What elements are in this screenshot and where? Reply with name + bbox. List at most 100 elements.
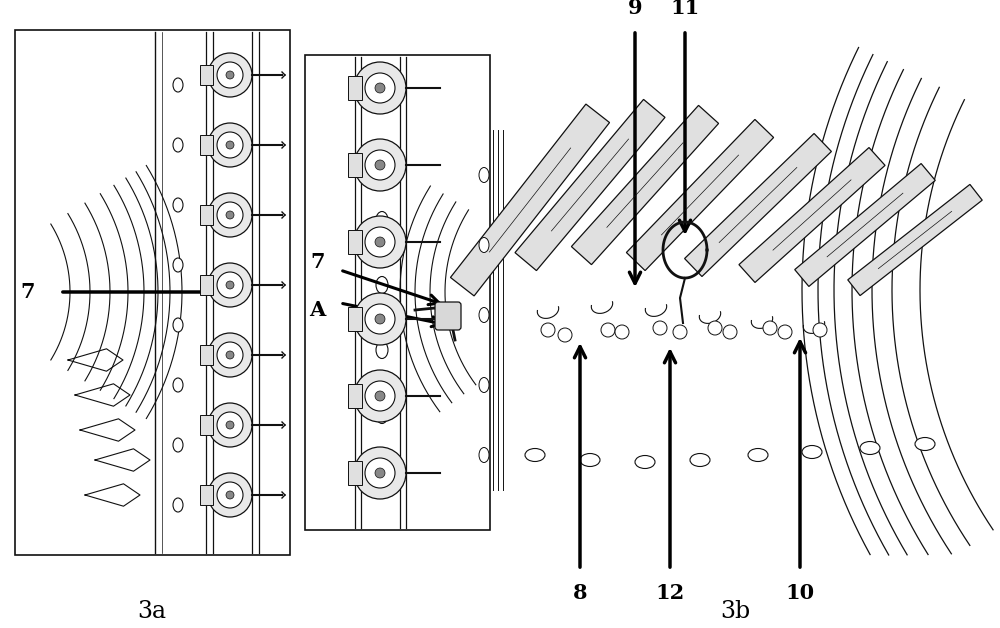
Ellipse shape	[860, 441, 880, 455]
FancyBboxPatch shape	[200, 65, 213, 85]
Polygon shape	[795, 163, 935, 286]
Circle shape	[217, 132, 243, 158]
FancyBboxPatch shape	[305, 55, 490, 530]
FancyBboxPatch shape	[348, 153, 362, 177]
Circle shape	[226, 141, 234, 149]
Circle shape	[354, 62, 406, 114]
Ellipse shape	[376, 146, 388, 163]
Circle shape	[375, 391, 385, 401]
Ellipse shape	[479, 377, 489, 392]
Circle shape	[763, 321, 777, 335]
Ellipse shape	[479, 168, 489, 183]
Ellipse shape	[376, 342, 388, 359]
Ellipse shape	[376, 212, 388, 229]
Polygon shape	[739, 148, 885, 283]
Text: 11: 11	[670, 0, 700, 18]
Circle shape	[217, 202, 243, 228]
Polygon shape	[571, 106, 719, 264]
Circle shape	[226, 421, 234, 429]
Ellipse shape	[173, 318, 183, 332]
Text: 8: 8	[573, 583, 587, 603]
Ellipse shape	[173, 438, 183, 452]
Circle shape	[354, 216, 406, 268]
Ellipse shape	[915, 438, 935, 450]
FancyBboxPatch shape	[200, 485, 213, 505]
FancyBboxPatch shape	[348, 76, 362, 100]
Circle shape	[375, 160, 385, 170]
Circle shape	[208, 123, 252, 167]
Circle shape	[375, 314, 385, 324]
Circle shape	[217, 272, 243, 298]
Circle shape	[208, 333, 252, 377]
FancyBboxPatch shape	[200, 345, 213, 365]
Circle shape	[354, 370, 406, 422]
Text: 3a: 3a	[138, 600, 166, 623]
Circle shape	[541, 323, 555, 337]
Circle shape	[558, 328, 572, 342]
Ellipse shape	[173, 258, 183, 272]
Circle shape	[375, 237, 385, 247]
Text: 9: 9	[628, 0, 642, 18]
FancyBboxPatch shape	[200, 205, 213, 225]
Text: 3b: 3b	[720, 600, 750, 623]
Polygon shape	[515, 99, 665, 271]
FancyBboxPatch shape	[348, 230, 362, 254]
Circle shape	[217, 342, 243, 368]
FancyBboxPatch shape	[348, 384, 362, 408]
Ellipse shape	[173, 198, 183, 212]
Text: 7: 7	[20, 282, 35, 302]
Ellipse shape	[376, 472, 388, 489]
Circle shape	[723, 325, 737, 339]
FancyBboxPatch shape	[200, 275, 213, 295]
Circle shape	[226, 281, 234, 289]
FancyBboxPatch shape	[348, 461, 362, 485]
Circle shape	[208, 403, 252, 447]
Circle shape	[365, 73, 395, 103]
Text: 7: 7	[310, 252, 325, 272]
Ellipse shape	[580, 453, 600, 467]
Ellipse shape	[802, 445, 822, 458]
Ellipse shape	[173, 138, 183, 152]
FancyBboxPatch shape	[435, 302, 461, 330]
Circle shape	[708, 321, 722, 335]
FancyBboxPatch shape	[200, 415, 213, 435]
Circle shape	[226, 491, 234, 499]
Ellipse shape	[525, 448, 545, 462]
Ellipse shape	[376, 82, 388, 99]
Ellipse shape	[690, 453, 710, 467]
Ellipse shape	[173, 498, 183, 512]
Circle shape	[778, 325, 792, 339]
Text: 12: 12	[655, 583, 685, 603]
Circle shape	[365, 458, 395, 488]
Ellipse shape	[479, 448, 489, 462]
Circle shape	[354, 293, 406, 345]
Circle shape	[208, 53, 252, 97]
Text: A: A	[309, 300, 325, 320]
Polygon shape	[685, 134, 831, 276]
Circle shape	[217, 482, 243, 508]
Circle shape	[375, 468, 385, 478]
Circle shape	[365, 381, 395, 411]
Circle shape	[365, 227, 395, 257]
Circle shape	[365, 150, 395, 180]
Circle shape	[365, 304, 395, 334]
Ellipse shape	[479, 237, 489, 252]
Circle shape	[354, 447, 406, 499]
Circle shape	[813, 323, 827, 337]
Polygon shape	[848, 185, 982, 296]
Circle shape	[673, 325, 687, 339]
Ellipse shape	[173, 78, 183, 92]
Circle shape	[217, 62, 243, 88]
Ellipse shape	[635, 455, 655, 468]
Circle shape	[226, 351, 234, 359]
Circle shape	[226, 211, 234, 219]
Circle shape	[653, 321, 667, 335]
Circle shape	[208, 193, 252, 237]
Circle shape	[615, 325, 629, 339]
Circle shape	[217, 412, 243, 438]
Ellipse shape	[748, 448, 768, 462]
Polygon shape	[450, 104, 610, 296]
FancyBboxPatch shape	[348, 307, 362, 331]
Ellipse shape	[479, 308, 489, 323]
Polygon shape	[626, 119, 774, 271]
